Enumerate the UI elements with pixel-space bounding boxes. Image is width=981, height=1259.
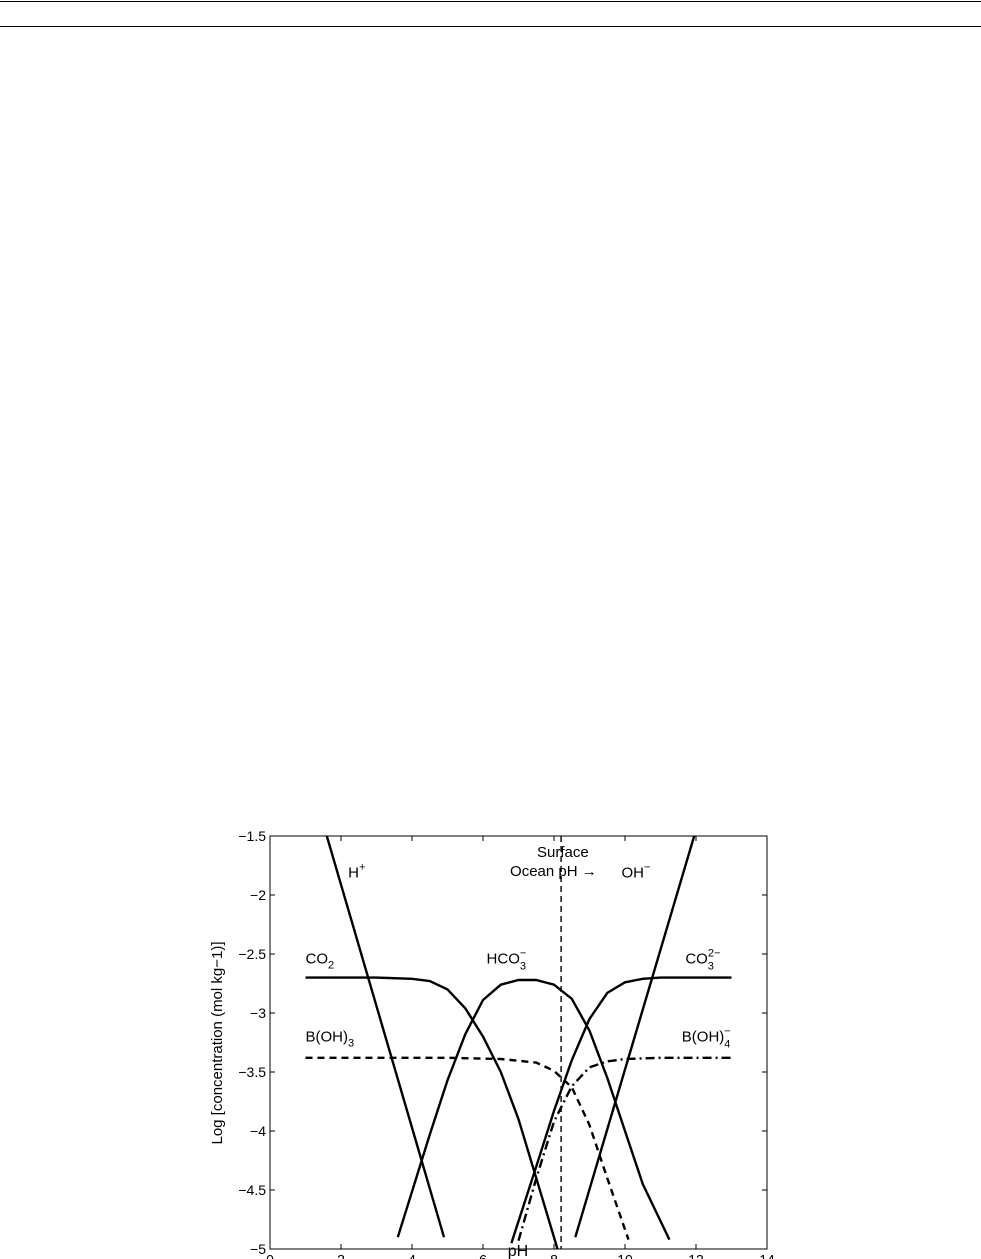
annotation-ocean-ph: Ocean pH → (510, 863, 597, 880)
y-tick-label: −2 (250, 887, 266, 903)
annotation-surface: Surface (537, 844, 589, 861)
x-tick-label: 8 (550, 1251, 558, 1259)
x-tick-label: 0 (266, 1251, 274, 1259)
page-header-rule (0, 1, 981, 2)
series-label-co2: CO2 (306, 950, 335, 971)
series-label-b-oh-4: B(OH)− 4 (682, 1025, 731, 1050)
y-tick-label: −2.5 (238, 946, 266, 962)
series-label-hco3: HCO− 3 (487, 947, 527, 972)
y-tick-label: −3.5 (238, 1064, 266, 1080)
x-axis-label: pH (508, 1243, 528, 1259)
x-tick-label: 4 (408, 1251, 416, 1259)
y-tick-label: −5 (250, 1241, 266, 1257)
series-line-co2 (305, 976, 559, 1250)
y-tick-label: −1.5 (238, 828, 266, 844)
series-line-b-oh-3 (305, 1056, 630, 1240)
series-label-h: H+ (348, 861, 365, 881)
series-label-b-oh-3: B(OH)3 (306, 1028, 355, 1049)
y-tick-label: −4 (250, 1123, 266, 1139)
x-tick-label: 6 (479, 1251, 487, 1259)
series-line-co32 (510, 976, 732, 1244)
y-tick-label: −3 (250, 1005, 266, 1021)
y-tick-label: −4.5 (238, 1182, 266, 1198)
series-line-hco3 (396, 978, 671, 1241)
series-line-b-oh-4 (517, 1056, 732, 1242)
series-label-co32: CO2− 3 (685, 947, 720, 972)
page-header-rule-lower (0, 26, 981, 27)
plot-frame (269, 835, 768, 1250)
x-tick-label: 10 (617, 1251, 633, 1259)
series-label-oh: OH− (621, 861, 650, 881)
series-line-oh (574, 835, 696, 1238)
x-tick-label: 12 (688, 1251, 704, 1259)
series-line-h (325, 835, 446, 1238)
x-tick-label: 14 (759, 1251, 775, 1259)
y-axis-label: Log [concentration (mol kg−1)] (209, 941, 226, 1144)
x-tick-label: 2 (337, 1251, 345, 1259)
